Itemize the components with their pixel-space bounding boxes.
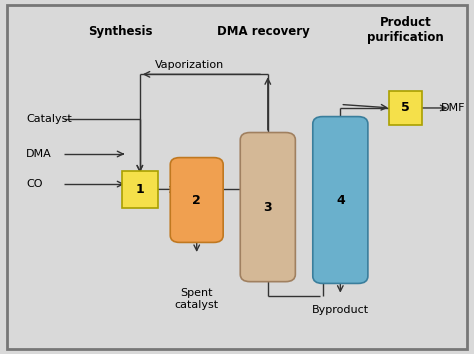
FancyBboxPatch shape [170,158,223,242]
Text: 4: 4 [336,194,345,206]
Text: 1: 1 [136,183,144,196]
Text: DMA: DMA [26,149,52,159]
Text: DMF: DMF [440,103,465,113]
Text: CO: CO [26,179,43,189]
Text: Byproduct: Byproduct [312,305,369,315]
Text: Product
purification: Product purification [367,16,444,44]
FancyBboxPatch shape [240,132,295,282]
Text: 2: 2 [192,194,201,206]
Text: Vaporization: Vaporization [155,61,224,70]
Text: Spent
catalyst: Spent catalyst [174,288,219,310]
FancyBboxPatch shape [313,116,368,284]
FancyBboxPatch shape [7,5,467,349]
Text: DMA recovery: DMA recovery [217,25,310,38]
FancyBboxPatch shape [122,171,157,208]
Text: Synthesis: Synthesis [89,25,153,38]
Text: 5: 5 [401,102,410,114]
FancyBboxPatch shape [389,91,422,125]
Text: Catalyst: Catalyst [26,114,72,124]
Text: 3: 3 [264,201,272,213]
